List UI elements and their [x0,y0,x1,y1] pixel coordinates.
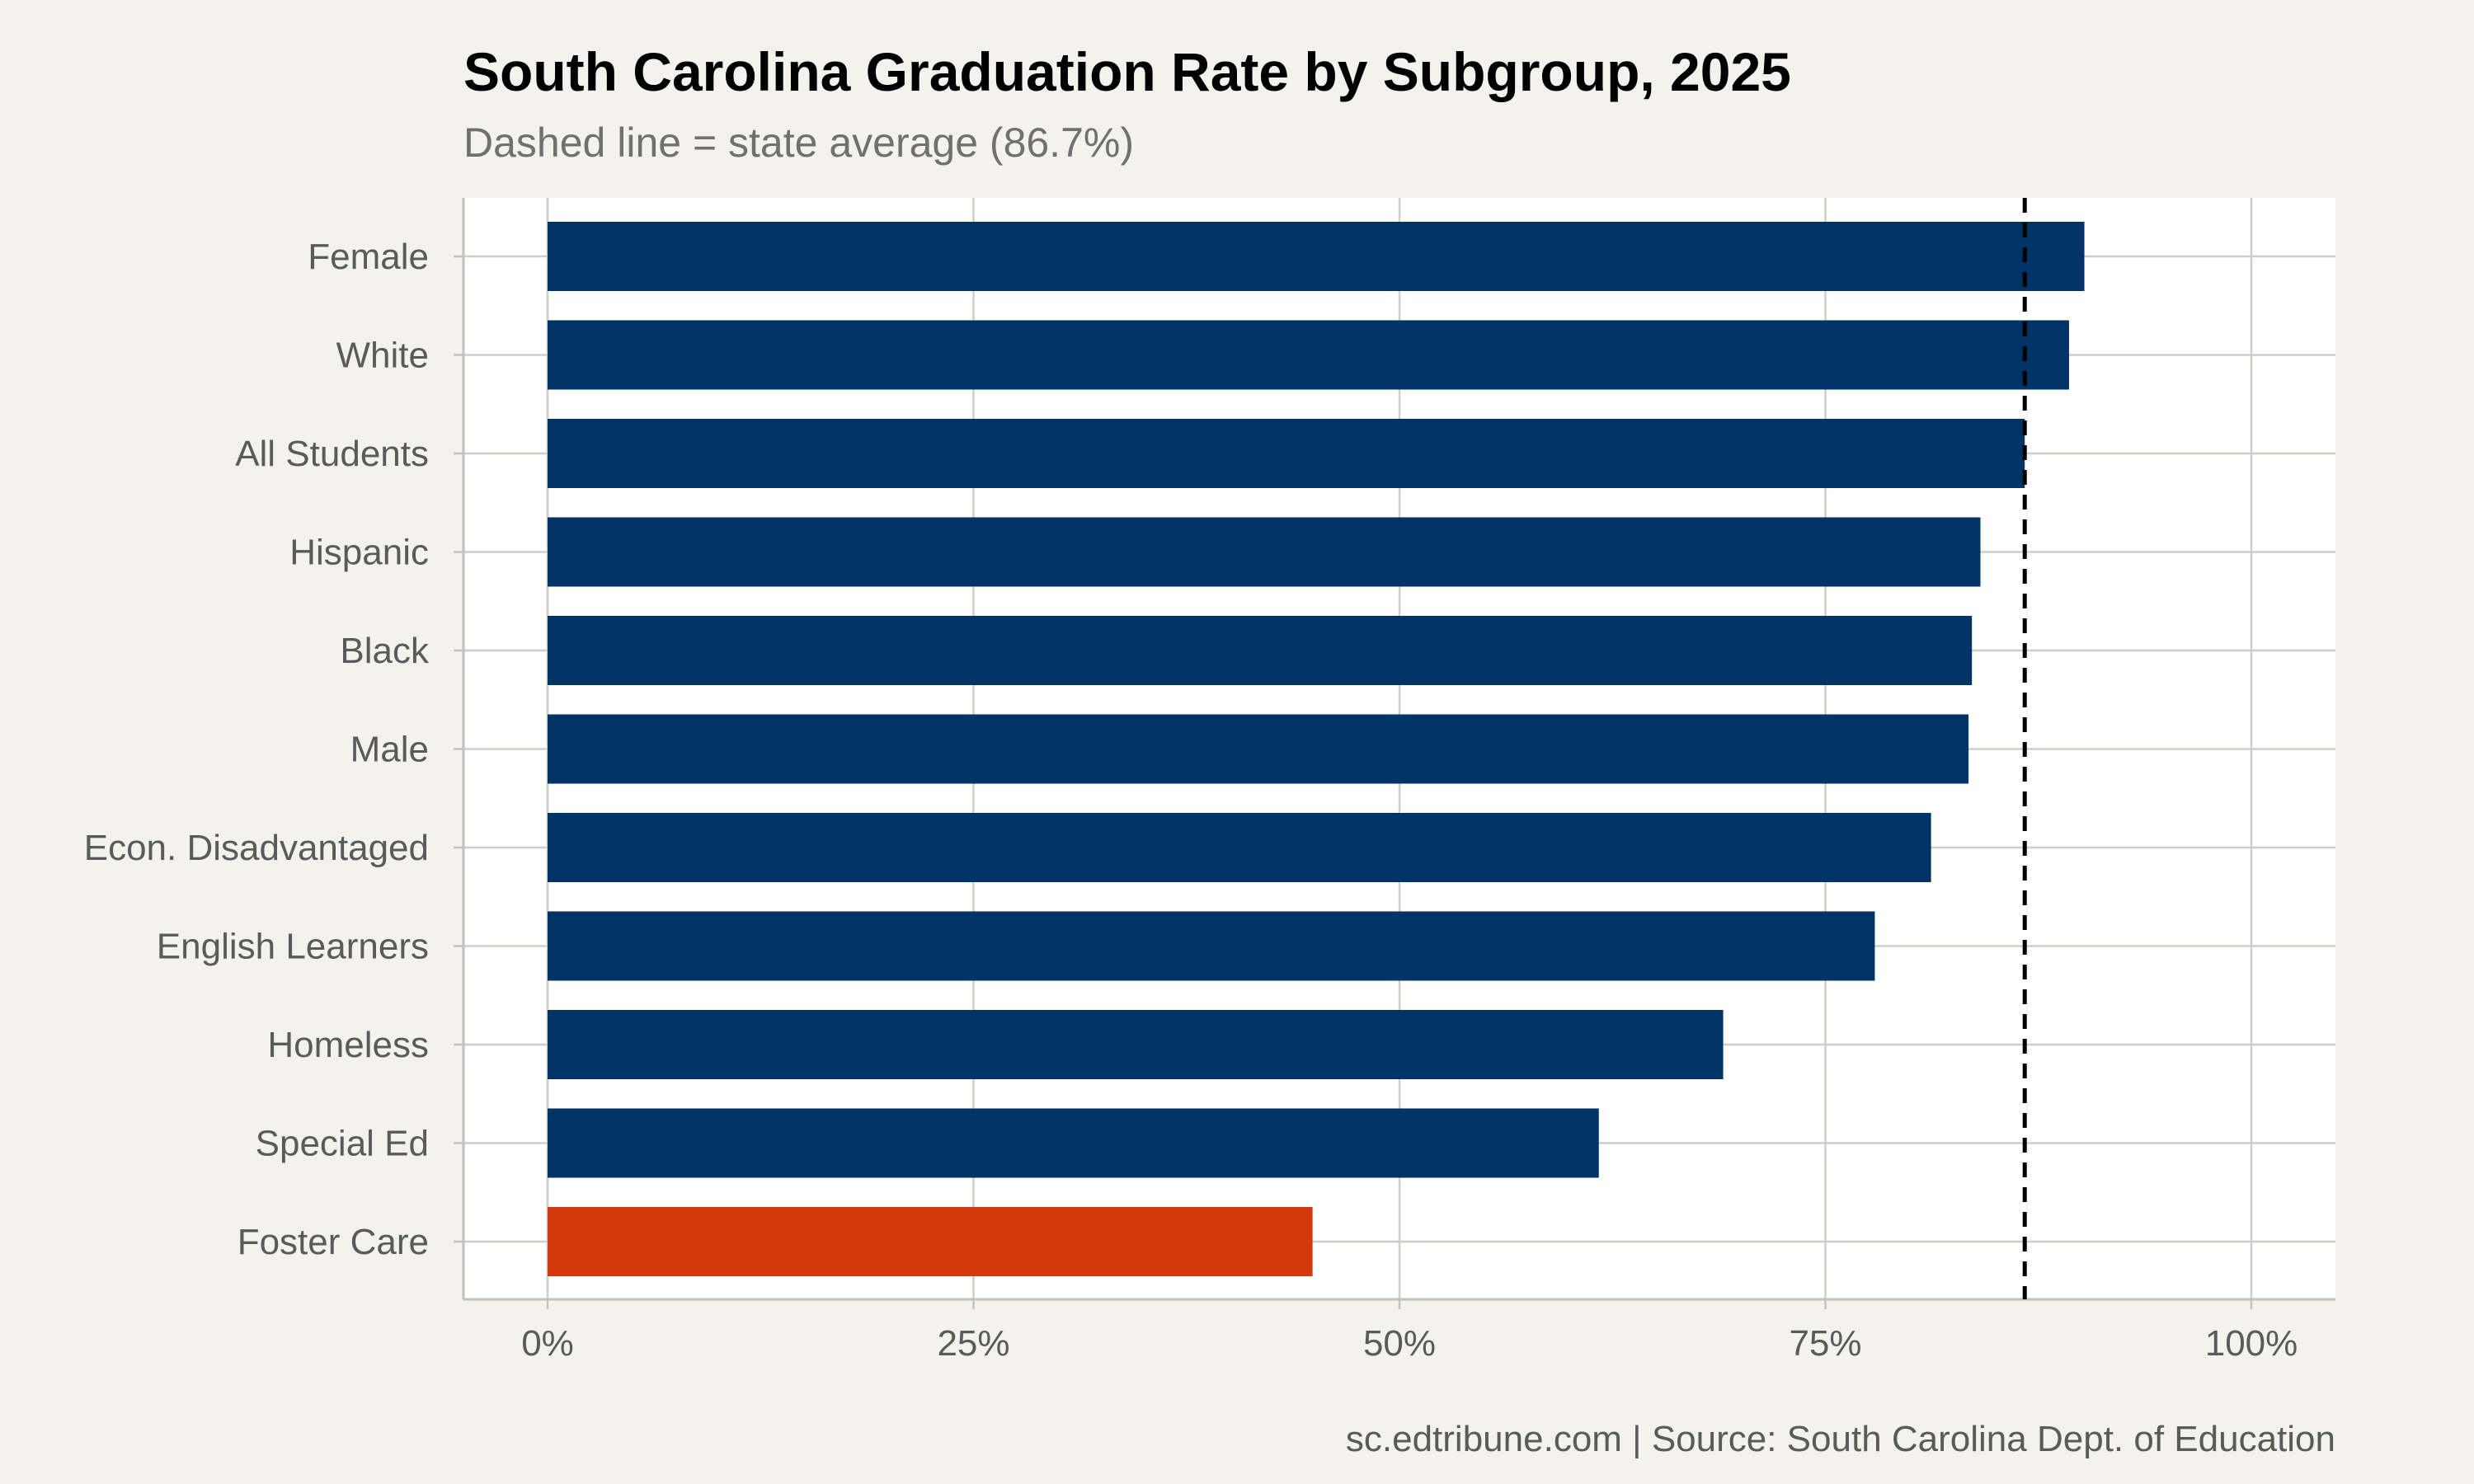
x-tick-label-1: 25% [937,1323,1009,1364]
bar-black [548,616,1973,685]
x-tick-label-0: 0% [521,1323,574,1364]
bar-english-learners [548,911,1875,981]
x-tick-label-2: 50% [1363,1323,1436,1364]
category-label-homeless: Homeless [267,1025,429,1065]
bar-special-ed [548,1108,1599,1178]
category-label-male: Male [350,730,429,770]
chart-caption: sc.edtribune.com | Source: South Carolin… [1346,1419,2335,1459]
category-label-foster-care: Foster Care [238,1222,429,1262]
category-label-english-learners: English Learners [157,927,429,967]
bar-female [548,222,2085,291]
bar-all-students [548,419,2025,488]
chart-title: South Carolina Graduation Rate by Subgro… [463,41,1791,102]
category-label-black: Black [340,631,430,671]
bar-homeless [548,1010,1724,1079]
bar-hispanic [548,517,1981,587]
bar-foster-care [548,1207,1313,1276]
chart-subtitle: Dashed line = state average (86.7%) [463,120,1134,166]
category-label-female: Female [308,237,429,277]
bar-male [548,714,1969,784]
bar-econ-disadvantaged [548,813,1931,882]
category-label-econ-disadvantaged: Econ. Disadvantaged [84,828,429,868]
x-tick-label-3: 75% [1789,1323,1861,1364]
bar-white [548,320,2069,390]
category-label-all-students: All Students [235,434,429,474]
category-label-white: White [336,336,429,376]
x-tick-label-4: 100% [2205,1323,2298,1364]
category-label-special-ed: Special Ed [256,1124,429,1164]
plot-area: Female White All Students Hispanic Black Male… [84,198,2335,1364]
category-label-hispanic: Hispanic [289,533,429,573]
